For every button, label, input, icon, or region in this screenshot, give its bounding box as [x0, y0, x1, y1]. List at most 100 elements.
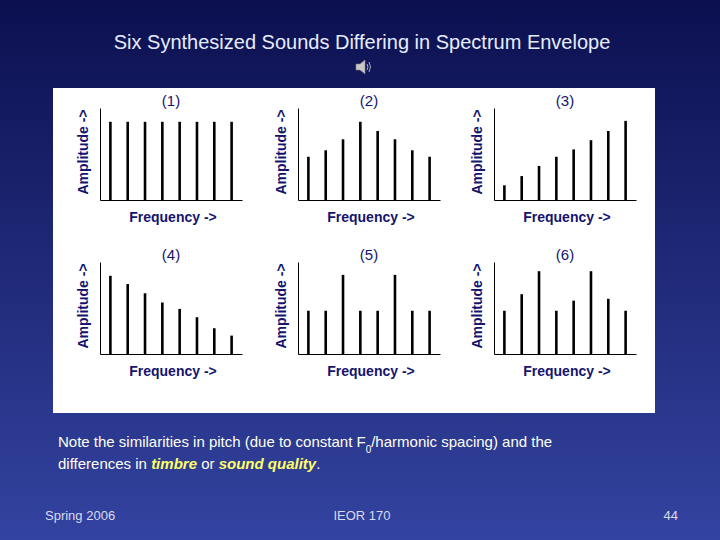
- bar: [624, 121, 627, 200]
- y-axis: [298, 109, 299, 201]
- bar: [520, 176, 523, 200]
- x-axis-line: [495, 200, 637, 201]
- bar: [538, 166, 541, 200]
- bar: [555, 311, 558, 354]
- bar: [590, 271, 593, 354]
- caption-run: .: [316, 455, 320, 472]
- caption-line: Note the similarities in pitch (due to c…: [58, 433, 552, 455]
- bar: [376, 131, 379, 200]
- bar: [126, 122, 129, 200]
- bar: [230, 122, 233, 200]
- y-axis: [100, 109, 101, 201]
- bar: [144, 293, 147, 354]
- bar: [607, 131, 610, 200]
- x-axis-title: Frequency ->: [129, 363, 217, 379]
- bar: [359, 122, 362, 200]
- y-axis: [298, 263, 299, 355]
- bar: [230, 336, 233, 354]
- bar: [376, 311, 379, 354]
- y-axis-line: [298, 109, 299, 201]
- chart: (4) Frequency -> Amplitude ->: [75, 246, 243, 379]
- y-axis-title: Amplitude ->: [75, 263, 91, 348]
- speaker-waves[interactable]: [367, 62, 371, 72]
- bars: [109, 122, 233, 200]
- x-axis: [299, 354, 441, 355]
- bar: [144, 122, 147, 200]
- chart-title: (4): [162, 246, 180, 263]
- x-axis: [299, 200, 441, 201]
- footer-text: IEOR 170: [333, 508, 390, 523]
- bar: [428, 157, 431, 200]
- bar: [196, 122, 199, 200]
- y-axis-line: [298, 263, 299, 355]
- chart: (2) Frequency -> Amplitude ->: [273, 92, 441, 225]
- bar: [161, 302, 164, 354]
- bar: [342, 275, 345, 354]
- bars: [109, 276, 233, 354]
- footer-text: 44: [664, 508, 678, 523]
- x-axis: [495, 354, 637, 355]
- chart-panel: [53, 88, 655, 413]
- chart-title: (2): [360, 92, 378, 109]
- chart-title: (6): [556, 246, 574, 263]
- bar: [161, 122, 164, 200]
- bar: [624, 311, 627, 354]
- bar: [503, 185, 506, 200]
- bar: [572, 149, 575, 200]
- bars: [503, 271, 627, 354]
- x-axis-title: Frequency ->: [523, 363, 611, 379]
- chart-title: (1): [162, 92, 180, 109]
- y-axis: [494, 263, 495, 355]
- bars: [307, 122, 431, 200]
- caption-run: Note the similarities in pitch (due to c…: [58, 433, 366, 450]
- x-axis-line: [101, 354, 243, 355]
- caption-run: /harmonic spacing) and the: [371, 433, 552, 450]
- bar: [572, 301, 575, 354]
- y-axis-line: [100, 263, 101, 355]
- y-axis: [100, 263, 101, 355]
- bar: [178, 309, 181, 354]
- slide: Six Synthesized Sounds Differing in Spec…: [0, 0, 720, 540]
- x-axis-title: Frequency ->: [129, 209, 217, 225]
- caption-run: differences in: [58, 455, 151, 472]
- slide-title: Six Synthesized Sounds Differing in Spec…: [114, 31, 611, 53]
- speaker-body[interactable]: [356, 60, 365, 74]
- bar: [307, 157, 310, 200]
- bar: [178, 122, 181, 200]
- bar: [196, 317, 199, 354]
- y-axis-title: Amplitude ->: [469, 109, 485, 194]
- bar: [324, 150, 327, 200]
- chart-title: (3): [556, 92, 574, 109]
- chart: (1) Frequency -> Amplitude ->: [75, 92, 243, 225]
- footer-text: Spring 2006: [45, 508, 115, 523]
- x-axis: [101, 354, 243, 355]
- speaker-icon[interactable]: [356, 60, 371, 74]
- x-axis: [495, 200, 637, 201]
- bar: [109, 122, 112, 200]
- bar: [213, 122, 216, 200]
- bar: [411, 150, 414, 200]
- bar: [359, 311, 362, 354]
- chart: (6)Frequency ->Amplitude ->: [469, 246, 637, 379]
- y-axis-title: Amplitude ->: [273, 109, 289, 194]
- y-axis-title: Amplitude ->: [75, 109, 91, 194]
- y-axis: [494, 109, 495, 201]
- caption-run: sound quality: [219, 455, 317, 472]
- background: [0, 0, 720, 540]
- y-axis-line: [494, 109, 495, 201]
- y-axis-line: [494, 263, 495, 355]
- chart: (3)Frequency ->Amplitude ->: [469, 92, 637, 225]
- bar: [538, 271, 541, 354]
- bar: [607, 299, 610, 354]
- bar: [394, 139, 397, 200]
- y-axis-line: [100, 109, 101, 201]
- x-axis-title: Frequency ->: [327, 363, 415, 379]
- x-axis-line: [495, 354, 637, 355]
- bar: [520, 294, 523, 354]
- caption-run: timbre: [151, 455, 197, 472]
- bar: [324, 311, 327, 354]
- chart: (5)Frequency ->Amplitude ->: [273, 246, 441, 379]
- x-axis-line: [299, 200, 441, 201]
- x-axis: [101, 200, 243, 201]
- x-axis-title: Frequency ->: [327, 209, 415, 225]
